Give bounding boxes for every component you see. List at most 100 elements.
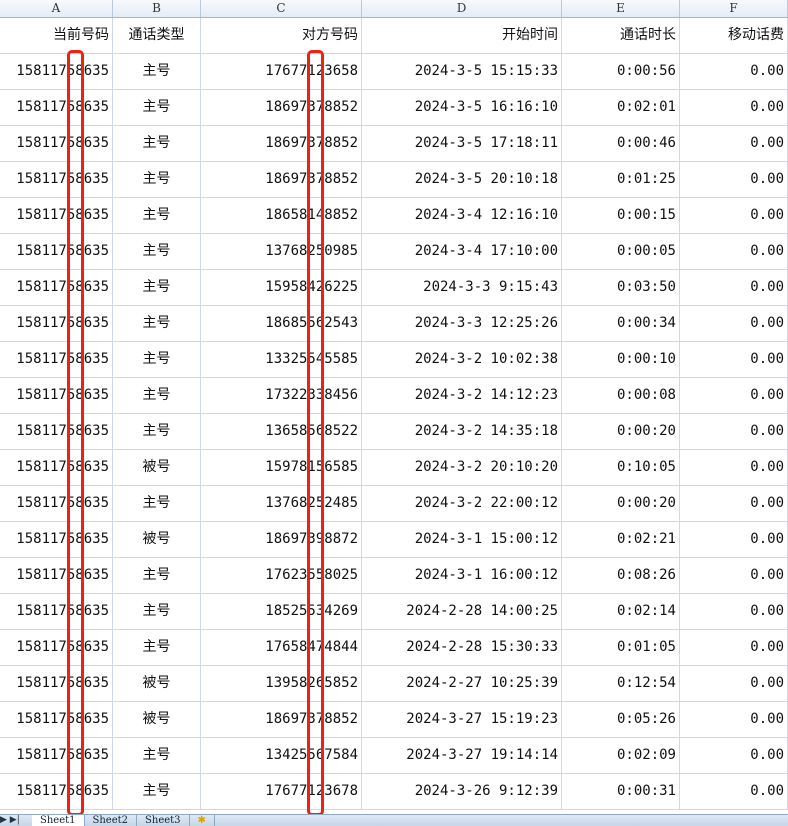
cell[interactable]: 2024-3-2 10:02:38 [362, 342, 562, 377]
cell[interactable]: 15811758635 [0, 774, 113, 809]
column-header-a[interactable]: A [0, 0, 113, 17]
cell[interactable]: 0:00:20 [562, 486, 680, 521]
cell[interactable]: 0:02:01 [562, 90, 680, 125]
sheet-tab-2[interactable]: Sheet2 [85, 815, 138, 826]
cell[interactable]: 0:03:50 [562, 270, 680, 305]
cell[interactable]: 0.00 [680, 594, 788, 629]
column-header-d[interactable]: D [362, 0, 562, 17]
cell[interactable]: 15958426225 [201, 270, 362, 305]
sheet-tab-1[interactable]: Sheet1 [32, 815, 85, 826]
cell[interactable]: 被号 [113, 666, 201, 701]
cell[interactable]: 2024-3-3 9:15:43 [362, 270, 562, 305]
cell[interactable]: 主号 [113, 54, 201, 89]
cell[interactable]: 0.00 [680, 486, 788, 521]
cell[interactable]: 0:01:05 [562, 630, 680, 665]
cell[interactable]: 15811758635 [0, 450, 113, 485]
header-cell[interactable]: 通话类型 [113, 18, 201, 53]
cell[interactable]: 15811758635 [0, 666, 113, 701]
cell[interactable]: 2024-3-5 15:15:33 [362, 54, 562, 89]
column-header-e[interactable]: E [562, 0, 680, 17]
cell[interactable]: 0.00 [680, 198, 788, 233]
cell[interactable]: 13958265852 [201, 666, 362, 701]
cell[interactable]: 0:12:54 [562, 666, 680, 701]
cell[interactable]: 0.00 [680, 162, 788, 197]
cell[interactable]: 0.00 [680, 54, 788, 89]
sheet-tab-3[interactable]: Sheet3 [137, 815, 190, 826]
header-cell[interactable]: 通话时长 [562, 18, 680, 53]
cell[interactable]: 13425567584 [201, 738, 362, 773]
cell[interactable]: 15811758635 [0, 702, 113, 737]
cell[interactable]: 0:00:15 [562, 198, 680, 233]
cell[interactable]: 18697378852 [201, 162, 362, 197]
cell[interactable]: 0.00 [680, 558, 788, 593]
cell[interactable]: 主号 [113, 414, 201, 449]
cell[interactable]: 15811758635 [0, 90, 113, 125]
cell[interactable]: 0.00 [680, 522, 788, 557]
cell[interactable]: 0:00:34 [562, 306, 680, 341]
cell[interactable]: 主号 [113, 630, 201, 665]
cell[interactable]: 0.00 [680, 126, 788, 161]
cell[interactable]: 15811758635 [0, 54, 113, 89]
cell[interactable]: 被号 [113, 522, 201, 557]
cell[interactable]: 18697378852 [201, 90, 362, 125]
cell[interactable]: 0.00 [680, 666, 788, 701]
cell[interactable]: 主号 [113, 126, 201, 161]
cell[interactable]: 主号 [113, 306, 201, 341]
cell[interactable]: 0.00 [680, 738, 788, 773]
cell[interactable]: 2024-2-27 10:25:39 [362, 666, 562, 701]
cell[interactable]: 17623558025 [201, 558, 362, 593]
cell[interactable]: 0:00:56 [562, 54, 680, 89]
cell[interactable]: 0:02:21 [562, 522, 680, 557]
cell[interactable]: 15811758635 [0, 414, 113, 449]
cell[interactable]: 2024-3-5 16:16:10 [362, 90, 562, 125]
insert-sheet-icon[interactable]: ✱ [190, 815, 215, 826]
cell[interactable]: 2024-3-27 19:14:14 [362, 738, 562, 773]
cell[interactable]: 0.00 [680, 630, 788, 665]
cell[interactable]: 2024-3-5 17:18:11 [362, 126, 562, 161]
cell[interactable]: 0:00:05 [562, 234, 680, 269]
cell[interactable]: 2024-3-5 20:10:18 [362, 162, 562, 197]
cell[interactable]: 主号 [113, 738, 201, 773]
cell[interactable]: 2024-3-26 9:12:39 [362, 774, 562, 809]
cell[interactable]: 主号 [113, 558, 201, 593]
cell[interactable]: 0:00:20 [562, 414, 680, 449]
cell[interactable]: 0.00 [680, 414, 788, 449]
cell[interactable]: 18658148852 [201, 198, 362, 233]
cell[interactable]: 2024-3-2 14:12:23 [362, 378, 562, 413]
cell[interactable]: 0:02:14 [562, 594, 680, 629]
cell[interactable]: 15811758635 [0, 486, 113, 521]
cell[interactable]: 15811758635 [0, 306, 113, 341]
cell[interactable]: 15811758635 [0, 630, 113, 665]
cell[interactable]: 18697378852 [201, 702, 362, 737]
cell[interactable]: 13658568522 [201, 414, 362, 449]
header-cell[interactable]: 当前号码 [0, 18, 113, 53]
cell[interactable]: 2024-2-28 14:00:25 [362, 594, 562, 629]
cell[interactable]: 2024-3-2 14:35:18 [362, 414, 562, 449]
cell[interactable]: 15811758635 [0, 126, 113, 161]
header-cell[interactable]: 开始时间 [362, 18, 562, 53]
cell[interactable]: 15811758635 [0, 270, 113, 305]
header-cell[interactable]: 移动话费 [680, 18, 788, 53]
cell[interactable]: 15811758635 [0, 378, 113, 413]
cell[interactable]: 0:10:05 [562, 450, 680, 485]
cell[interactable]: 2024-3-4 17:10:00 [362, 234, 562, 269]
cell[interactable]: 0:00:08 [562, 378, 680, 413]
cell[interactable]: 主号 [113, 234, 201, 269]
cell[interactable]: 15978156585 [201, 450, 362, 485]
cell[interactable]: 2024-3-1 16:00:12 [362, 558, 562, 593]
cell[interactable]: 15811758635 [0, 234, 113, 269]
cell[interactable]: 0.00 [680, 378, 788, 413]
cell[interactable]: 0.00 [680, 306, 788, 341]
sheet-nav-arrows[interactable]: ▶ ▶| [0, 815, 20, 825]
cell[interactable]: 18685562543 [201, 306, 362, 341]
cell[interactable]: 0:00:46 [562, 126, 680, 161]
cell[interactable]: 2024-2-28 15:30:33 [362, 630, 562, 665]
cell[interactable]: 主号 [113, 486, 201, 521]
cell[interactable]: 主号 [113, 594, 201, 629]
cell[interactable]: 0.00 [680, 90, 788, 125]
cell[interactable]: 主号 [113, 198, 201, 233]
column-header-f[interactable]: F [680, 0, 788, 17]
cell[interactable]: 13325545585 [201, 342, 362, 377]
cell[interactable]: 18697378852 [201, 126, 362, 161]
cell[interactable]: 15811758635 [0, 522, 113, 557]
